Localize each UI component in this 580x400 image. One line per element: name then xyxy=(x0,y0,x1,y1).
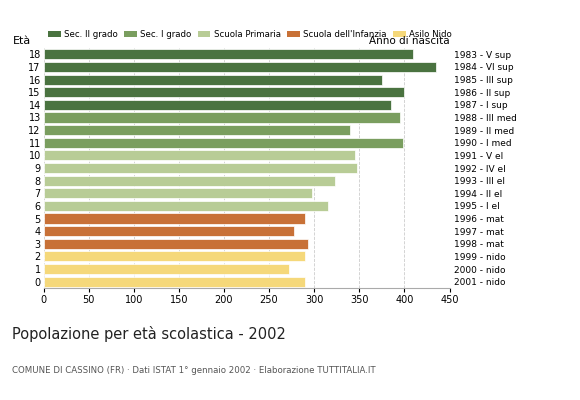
Text: COMUNE DI CASSINO (FR) · Dati ISTAT 1° gennaio 2002 · Elaborazione TUTTITALIA.IT: COMUNE DI CASSINO (FR) · Dati ISTAT 1° g… xyxy=(12,366,375,375)
Bar xyxy=(44,100,391,110)
Bar xyxy=(44,112,400,122)
Bar xyxy=(44,201,328,211)
Text: Popolazione per età scolastica - 2002: Popolazione per età scolastica - 2002 xyxy=(12,326,285,342)
Bar xyxy=(44,277,305,287)
Bar xyxy=(44,188,313,198)
Bar xyxy=(44,251,305,262)
Text: Età: Età xyxy=(13,36,31,46)
Bar xyxy=(44,49,414,59)
Bar xyxy=(44,87,404,97)
Bar xyxy=(44,264,289,274)
Bar xyxy=(44,239,308,249)
Bar xyxy=(44,163,357,173)
Bar xyxy=(44,62,436,72)
Bar xyxy=(44,138,403,148)
Bar xyxy=(44,176,335,186)
Legend: Sec. II grado, Sec. I grado, Scuola Primaria, Scuola dell'Infanzia, Asilo Nido: Sec. II grado, Sec. I grado, Scuola Prim… xyxy=(48,30,452,39)
Bar xyxy=(44,74,382,85)
Bar xyxy=(44,214,305,224)
Text: Anno di nascita: Anno di nascita xyxy=(369,36,450,46)
Bar xyxy=(44,125,350,135)
Bar xyxy=(44,150,355,160)
Bar xyxy=(44,226,294,236)
